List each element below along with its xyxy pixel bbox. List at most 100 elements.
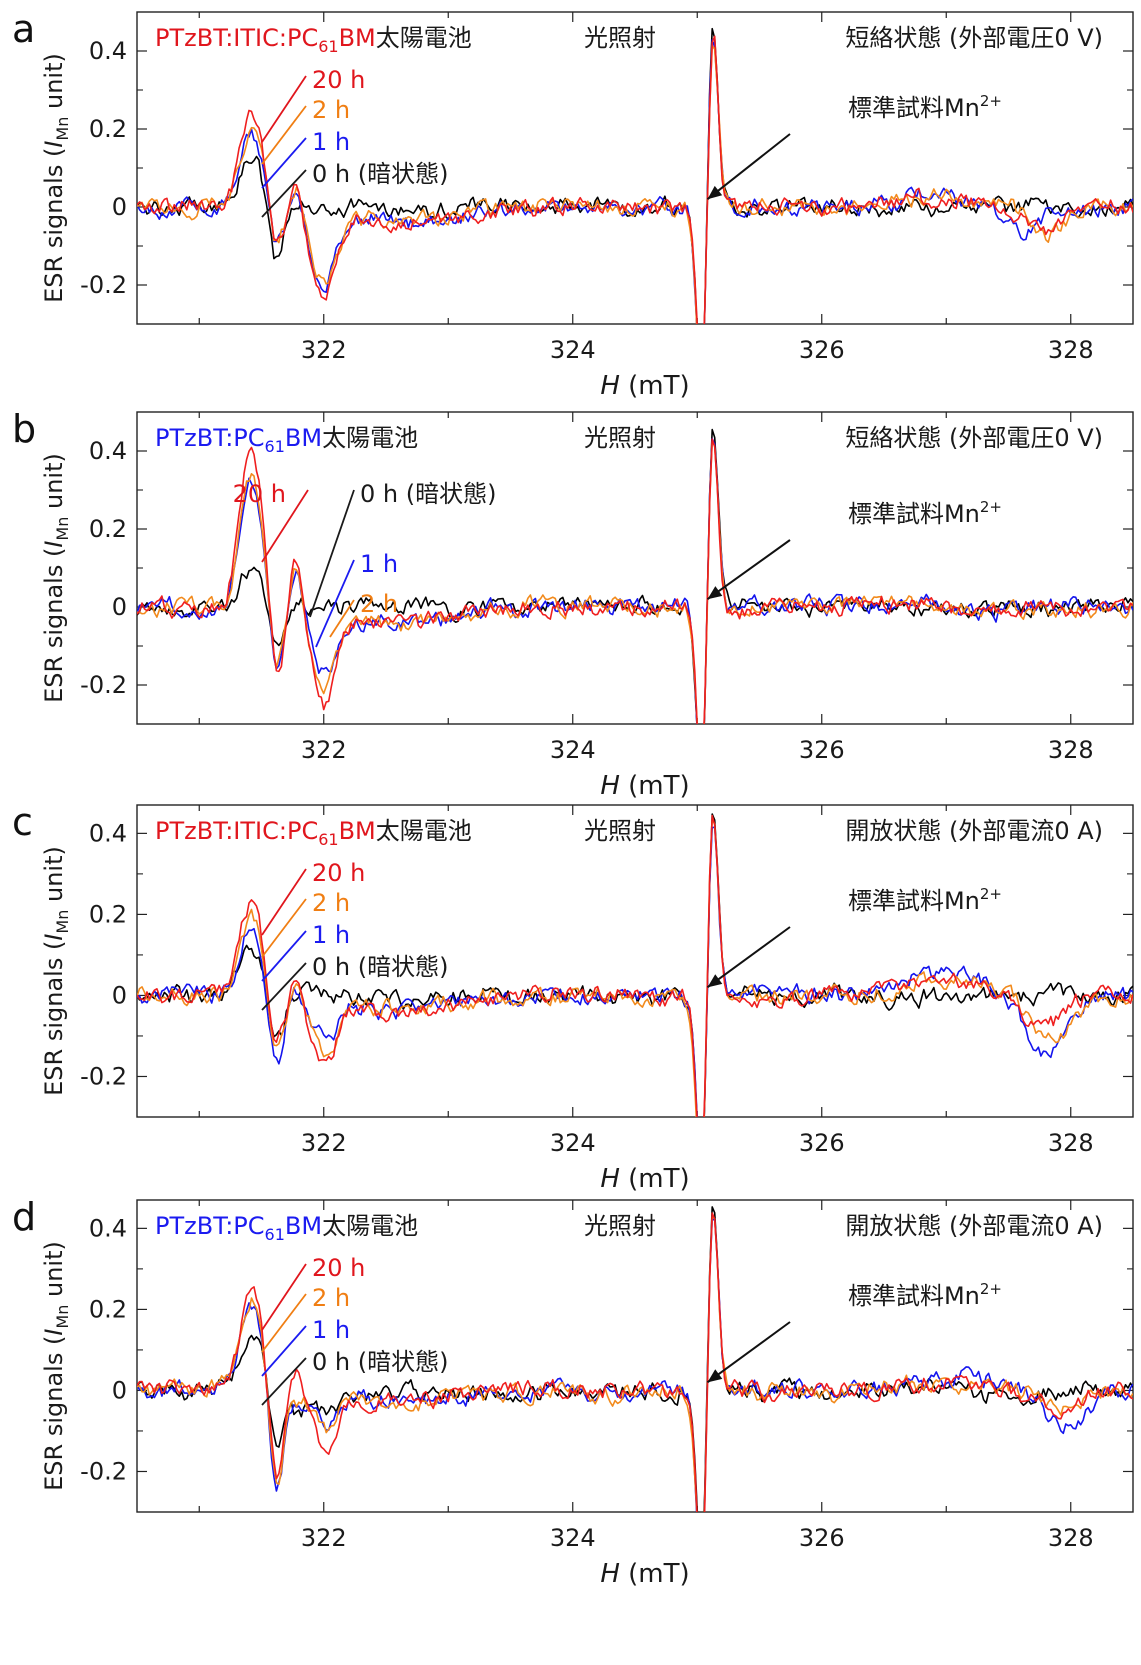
series-line (137, 814, 1133, 1117)
x-axis-label-unit: (mT) (620, 371, 690, 401)
series-leader-line (261, 1263, 307, 1331)
x-tick-label: 328 (1048, 336, 1094, 364)
panel-header-right: 短絡状態 (外部電圧0 V) (845, 424, 1103, 452)
mn-reference-arrowhead (707, 586, 723, 600)
x-axis-label: H (mT) (600, 1559, 689, 1589)
series-leader-line (261, 105, 307, 165)
mn-reference-label: 標準試料Mn2+ (848, 885, 1002, 915)
series-label: 2 h (312, 96, 350, 124)
series-leader-line (309, 489, 355, 618)
x-tick-label: 328 (1048, 736, 1094, 764)
panel-letter: c (12, 800, 33, 844)
y-tick-label: 0.4 (89, 437, 127, 465)
panel-header-right: 開放状態 (外部電流0 A) (845, 817, 1103, 845)
panel-title-sub: 61 (265, 437, 285, 456)
x-tick-label: 328 (1048, 1524, 1094, 1552)
y-tick-label: 0.4 (89, 819, 127, 847)
series-label: 2 h (312, 889, 350, 917)
x-tick-label: 328 (1048, 1129, 1094, 1157)
y-axis-label-symbol: I (40, 1329, 68, 1336)
panel-title-part: 太陽電池 (376, 817, 472, 845)
series-label: 1 h (360, 550, 398, 578)
panel-header-right: 短絡状態 (外部電圧0 V) (845, 24, 1103, 52)
y-tick-label: 0.2 (89, 515, 127, 543)
series-group (137, 27, 1133, 324)
y-axis-label-symbol: I (40, 541, 68, 548)
mn-reference-sup: 2+ (980, 92, 1002, 110)
y-axis-label-text: ESR signals ( (40, 548, 68, 703)
series-label: 0 h (暗状態) (360, 480, 496, 508)
y-axis-label-text: ESR signals ( (40, 148, 68, 303)
series-label: 1 h (312, 128, 350, 156)
x-axis-label-unit: (mT) (620, 1559, 690, 1589)
x-tick-label: 322 (301, 336, 347, 364)
x-axis-label-symbol: H (600, 771, 620, 801)
x-axis-label-symbol: H (600, 1164, 620, 1194)
x-axis-label-unit: (mT) (620, 771, 690, 801)
x-tick-label: 324 (550, 1129, 596, 1157)
y-axis-label-text: unit) (40, 453, 68, 517)
x-tick-label: 322 (301, 1524, 347, 1552)
panel-letter: d (12, 1195, 36, 1239)
y-axis-label-sub: Mn (53, 517, 72, 541)
x-tick-label: 326 (799, 1524, 845, 1552)
y-tick-label: 0.2 (89, 1295, 127, 1323)
plot-frame (136, 1199, 1134, 1513)
panel-title-part: 太陽電池 (322, 1212, 418, 1240)
series-label: 2 h (312, 1284, 350, 1312)
panel-d: d 322 324 326 328 0.4 0.2 0 -0.2 H (mT) ESR signal… (12, 1195, 1134, 1589)
mn-reference-label: 標準試料Mn2+ (848, 1280, 1002, 1310)
x-axis-label-symbol: H (600, 1559, 620, 1589)
series-leader-line (315, 559, 355, 648)
panel-title: PTzBT:ITIC:PC61BM太陽電池 (155, 24, 472, 56)
panel-letter: b (12, 407, 36, 451)
panel-a: a 322 324 326 328 0.4 0.2 0 -0.2 H (mT) ESR signal… (12, 7, 1134, 401)
x-tick-label: 324 (550, 736, 596, 764)
series-leader-line (261, 489, 309, 563)
plot-frame (136, 11, 1134, 325)
y-axis-label-text: ESR signals ( (40, 941, 68, 1096)
mn-reference-text: 標準試料Mn (848, 887, 980, 915)
y-axis-label-sub: Mn (53, 910, 72, 934)
plot-frame (136, 411, 1134, 725)
panel-title-part: BM (339, 24, 376, 52)
x-axis-label-unit: (mT) (620, 1164, 690, 1194)
mn-reference-label: 標準試料Mn2+ (848, 92, 1002, 122)
series-label: 1 h (312, 1316, 350, 1344)
series-group (137, 1206, 1133, 1512)
y-tick-label: 0.2 (89, 115, 127, 143)
panel-letter: a (12, 7, 35, 51)
y-tick-label: 0 (112, 593, 127, 621)
mn-reference-text: 標準試料Mn (848, 500, 980, 528)
y-axis-label-text: unit) (40, 846, 68, 910)
panel-title: PTzBT:PC61BM太陽電池 (155, 1212, 418, 1244)
series-label: 20 h (312, 1254, 365, 1282)
series-group (137, 813, 1133, 1117)
y-tick-label: -0.2 (80, 671, 127, 699)
mn-reference-text: 標準試料Mn (848, 1282, 980, 1310)
plot-frame (136, 804, 1134, 1118)
panel-title: PTzBT:ITIC:PC61BM太陽電池 (155, 817, 472, 849)
mn-reference-arrowhead (707, 974, 723, 988)
y-axis-label-sub: Mn (53, 1305, 72, 1329)
series-line (137, 1215, 1133, 1512)
x-tick-label: 322 (301, 736, 347, 764)
series-line (137, 438, 1133, 724)
y-axis-label: ESR signals (IMn unit) (40, 846, 72, 1096)
y-axis-label-symbol: I (40, 141, 68, 148)
x-tick-label: 324 (550, 336, 596, 364)
y-tick-label: 0 (112, 1376, 127, 1404)
panel-title-part: PTzBT:ITIC:PC (155, 817, 318, 845)
mn-reference-sup: 2+ (980, 885, 1002, 903)
series-leader-line (261, 962, 307, 1011)
panel-title-part: BM (285, 1212, 322, 1240)
x-axis-label: H (mT) (600, 371, 689, 401)
series-line (137, 1212, 1133, 1512)
y-axis-label-text: unit) (40, 53, 68, 117)
y-tick-label: 0.4 (89, 37, 127, 65)
mn-reference-arrow (706, 539, 791, 601)
x-axis-label: H (mT) (600, 1164, 689, 1194)
series-line (137, 818, 1133, 1117)
series-line (137, 1218, 1133, 1512)
x-tick-label: 326 (799, 1129, 845, 1157)
